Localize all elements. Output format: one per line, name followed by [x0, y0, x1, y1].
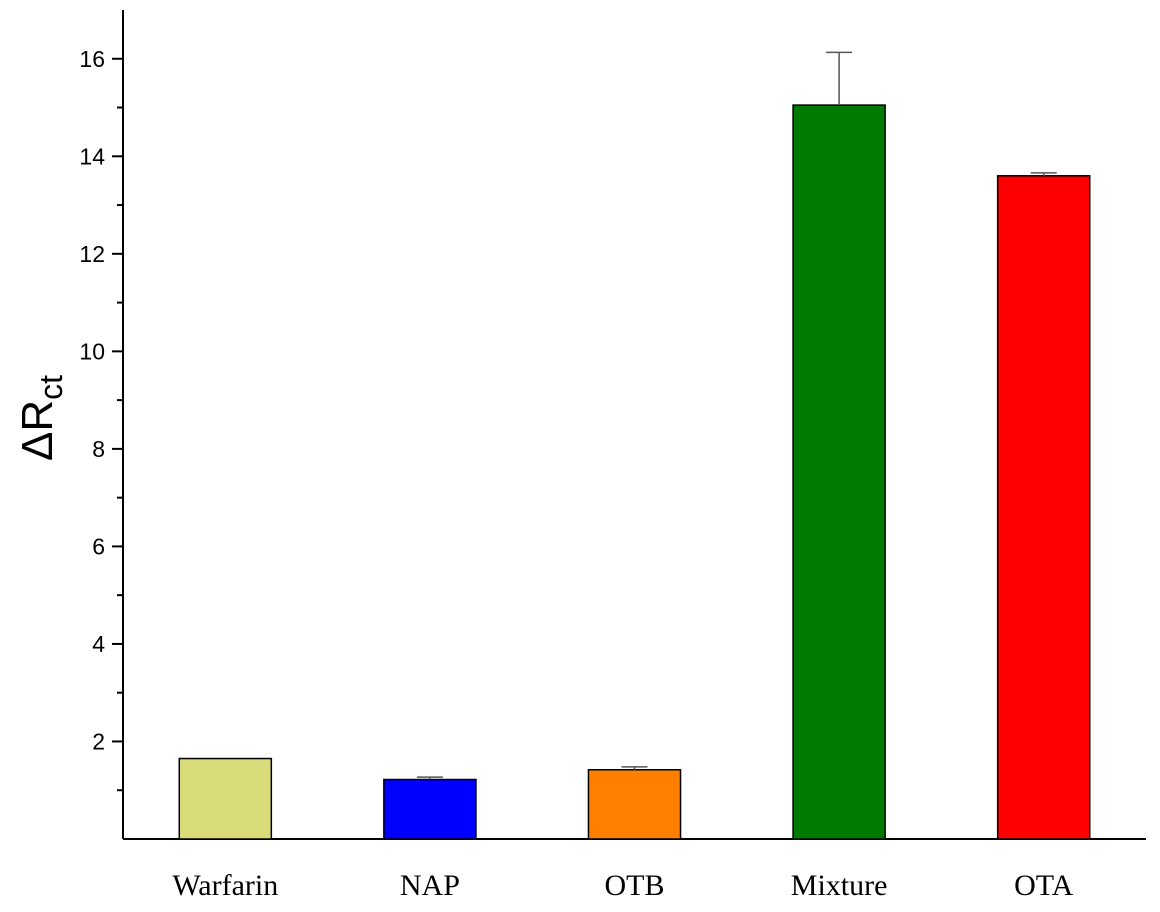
- y-tick-label: 10: [79, 338, 105, 364]
- x-tick-label: NAP: [400, 869, 460, 902]
- y-tick-label: 12: [79, 241, 105, 267]
- y-axis-title: ΔRct: [13, 375, 69, 461]
- y-tick-label: 8: [92, 436, 105, 462]
- bar-warfarin: [178, 757, 273, 840]
- x-tick-label: Mixture: [791, 869, 888, 902]
- y-tick-label: 14: [79, 143, 105, 169]
- bar-otb: [587, 769, 682, 840]
- error-bars: [416, 51, 1057, 780]
- y-axis-ticks: 2 4 6 8 10 12 14 16: [79, 46, 123, 792]
- x-tick-label: OTA: [1014, 869, 1074, 902]
- bar-ota: [996, 175, 1091, 840]
- bar-nap: [383, 778, 477, 840]
- y-tick-label: 16: [79, 46, 105, 72]
- y-tick-label: 6: [92, 533, 105, 559]
- bar-mixture: [792, 104, 886, 840]
- y-axis-title-main: ΔR: [13, 400, 62, 461]
- axes: [122, 10, 1146, 840]
- x-axis-labels: Warfarin NAP OTB Mixture OTA: [172, 869, 1073, 902]
- y-tick-label: 4: [92, 631, 105, 657]
- y-tick-label: 2: [92, 728, 105, 754]
- x-tick-label: Warfarin: [172, 869, 278, 902]
- y-axis-title-subscript: ct: [33, 375, 69, 400]
- bars: [178, 104, 1091, 840]
- x-tick-label: OTB: [605, 869, 665, 902]
